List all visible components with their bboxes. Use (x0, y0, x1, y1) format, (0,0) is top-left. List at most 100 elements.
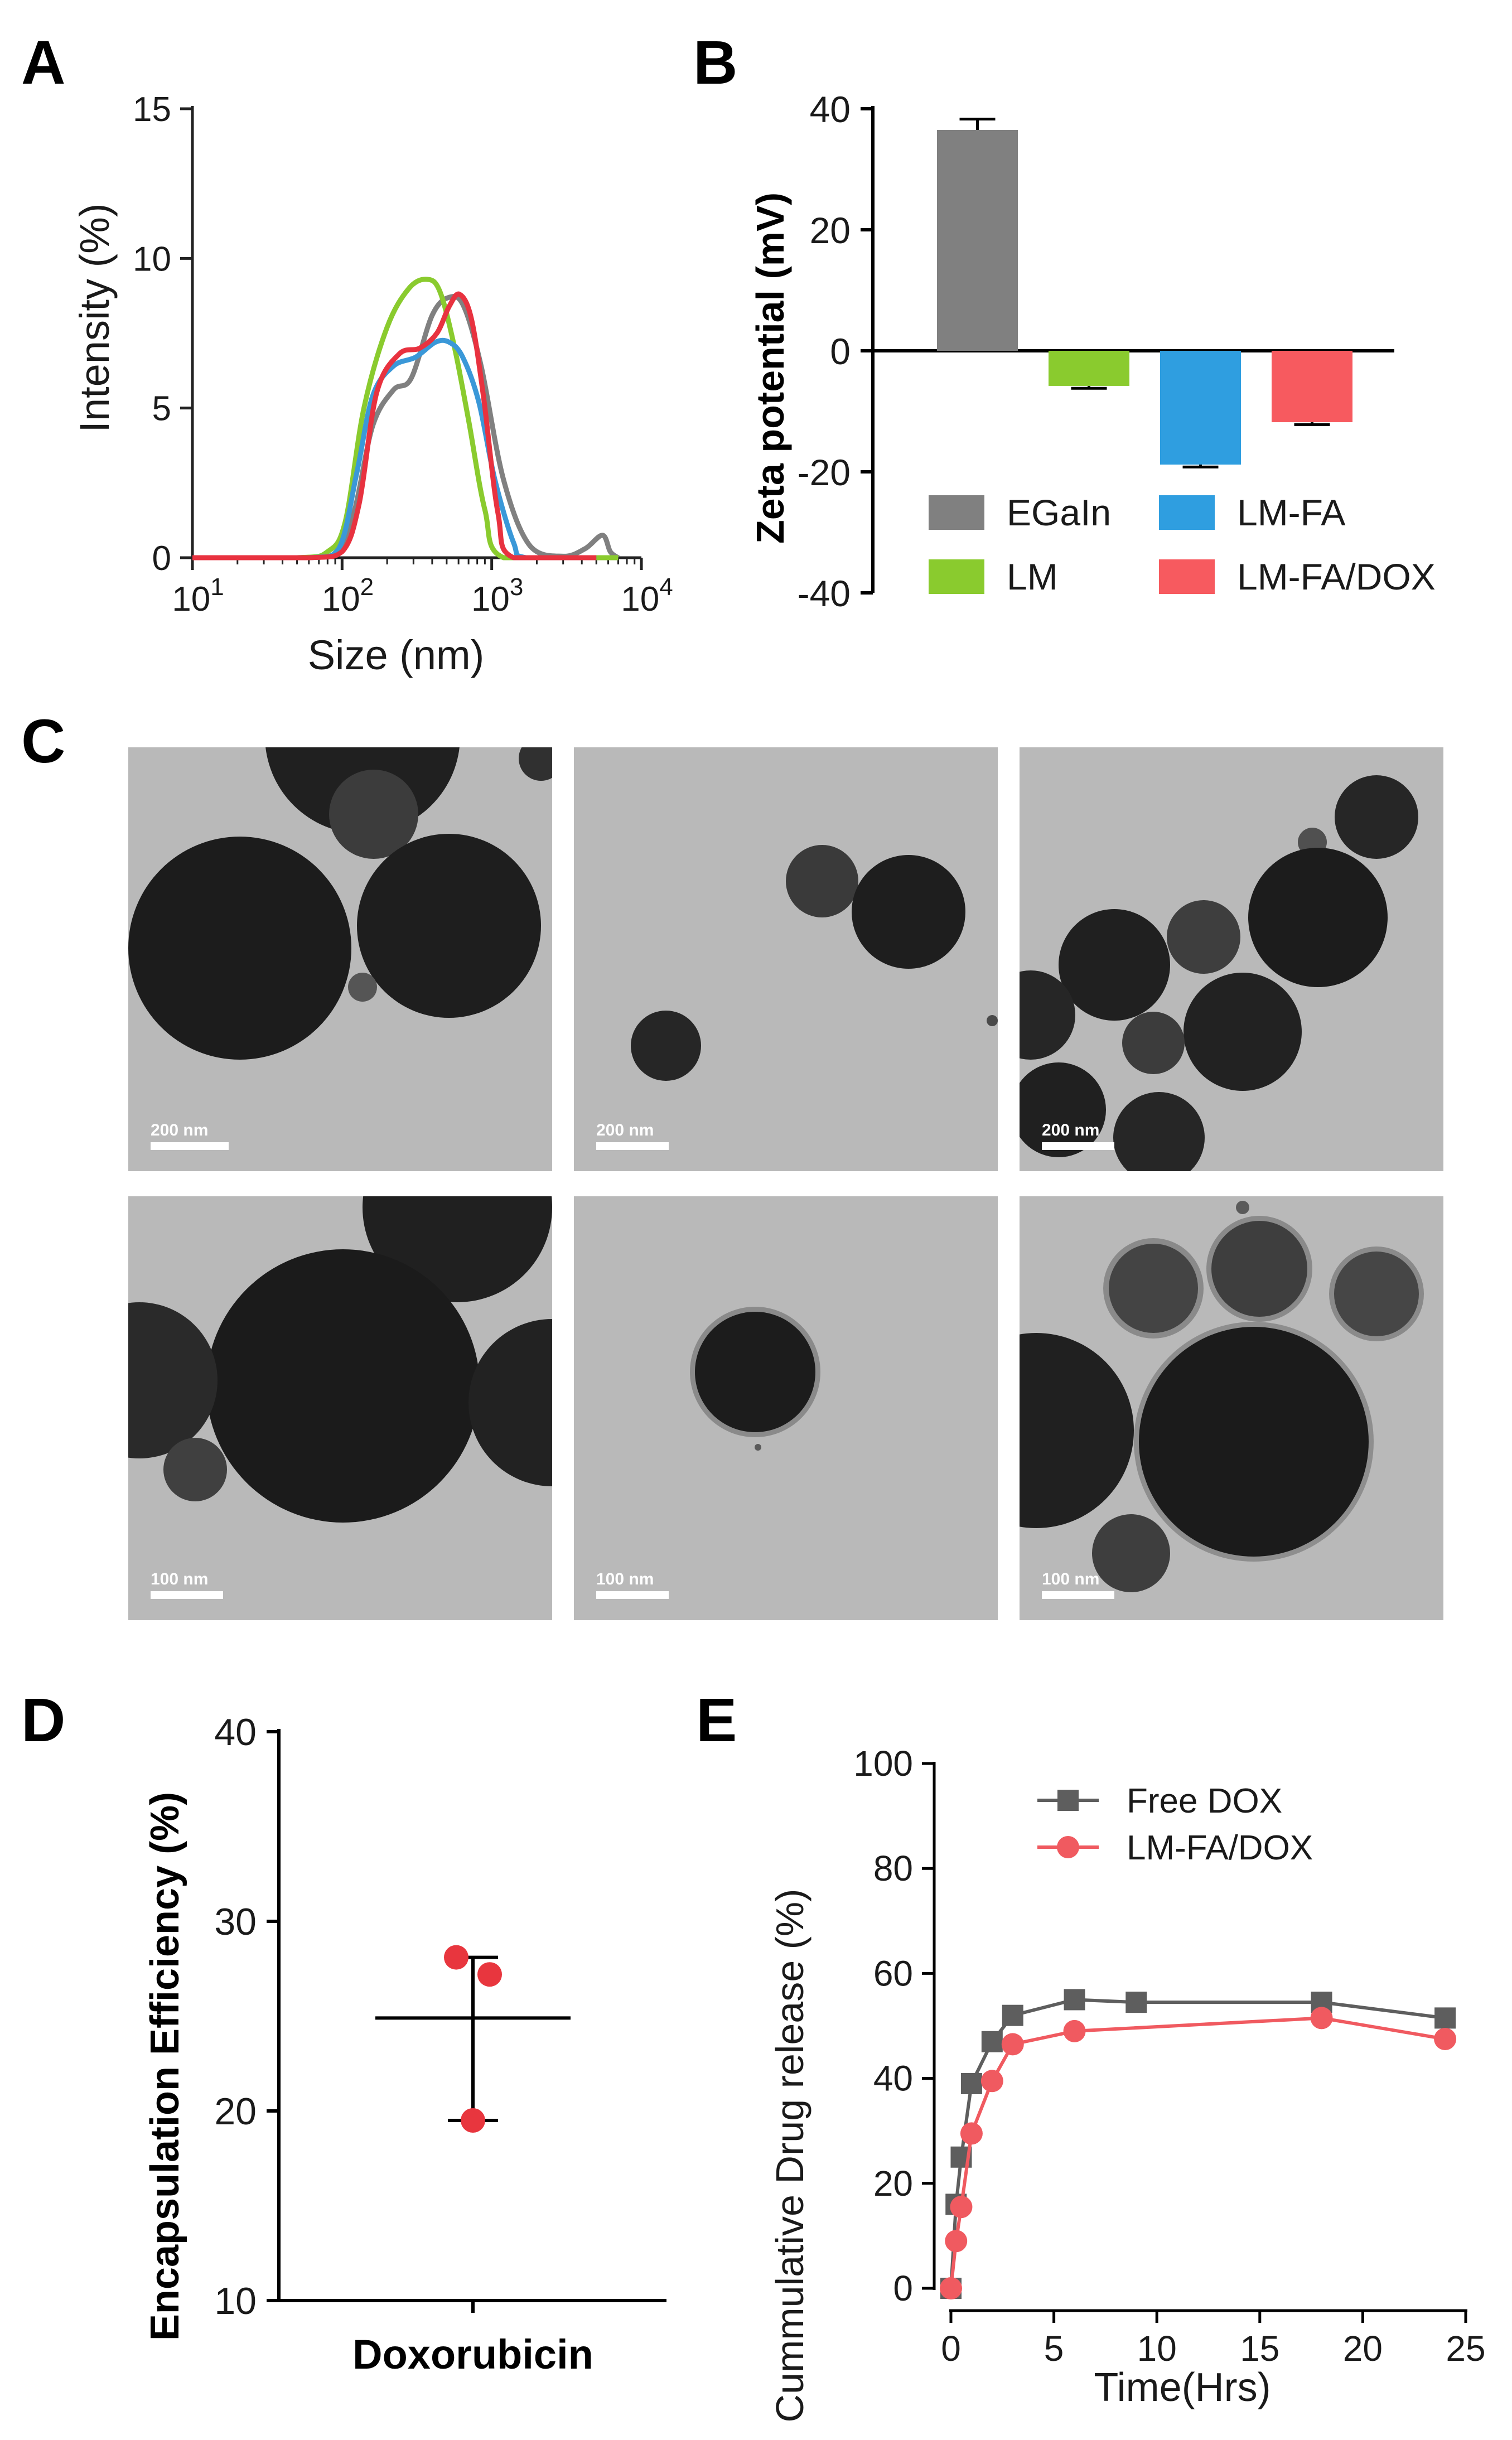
encapsulation-efficiency-chart: 10 20 30 40 Doxorubicin Encapsulation Effici… (143, 1711, 666, 2378)
data-point (477, 1962, 502, 1987)
data-point (461, 2108, 485, 2133)
scale-bar-line (596, 1591, 669, 1599)
data-marker-circle (980, 2070, 1003, 2093)
scale-bar: 200 nm (151, 1122, 229, 1150)
bar-lm-fa (1160, 351, 1241, 465)
tem-micrograph (128, 1196, 552, 1523)
scale-bar-label: 100 nm (151, 1570, 209, 1588)
size-distribution-series-4 (192, 291, 597, 561)
panel-c-letter: C (21, 707, 66, 776)
y-tick-label: 0 (893, 2268, 913, 2308)
size-distribution-series-3 (192, 337, 597, 561)
legend-swatch-lm-fa (1159, 495, 1215, 530)
y-tick-label: -40 (798, 573, 851, 614)
data-marker-square (960, 2073, 982, 2095)
zeta-potential-chart: -40 -20 0 20 40 EGaIn LM LM-FA LM-FA/DOX Zeta po… (748, 89, 1436, 614)
legend-label-1: Free DOX (1127, 1782, 1282, 1820)
y-tick-label: 10 (133, 240, 171, 278)
encapsulation-efficiency-axis-label: Encapsulation Efficiency (%) (143, 1792, 187, 2341)
data-marker-circle (940, 2277, 962, 2299)
panel-b-letter: B (693, 28, 738, 97)
scale-bar: 100 nm (151, 1571, 223, 1599)
data-marker-square (1064, 1989, 1085, 2011)
tem-image-grid: 200 nm 200 nm 200 nm (128, 747, 1443, 1620)
legend-label-lm: LM (1007, 556, 1058, 597)
tem-image-egain-100nm: 100 nm (128, 1196, 552, 1620)
data-marker-circle (1310, 2007, 1333, 2030)
size-axis-label: Size (nm) (308, 632, 485, 678)
y-tick-label: 60 (873, 1953, 913, 1993)
x-tick-exponent: 1 (210, 573, 224, 601)
intensity-axis-label: Intensity (%) (71, 203, 118, 432)
y-tick-label: 100 (853, 1743, 913, 1784)
size-distribution-series-2 (192, 277, 619, 561)
x-tick-base: 10 (621, 580, 659, 619)
scale-bar-label: 200 nm (151, 1121, 209, 1139)
size-distribution-series-1 (192, 294, 620, 561)
tem-micrograph (690, 1307, 820, 1451)
scale-bar-line (1042, 1591, 1114, 1599)
tem-image-egain-200nm: 200 nm (128, 747, 552, 1171)
panel-d-letter: D (21, 1686, 66, 1755)
x-tick-label: 5 (1044, 2328, 1064, 2369)
legend-label-2: LM-FA/DOX (1127, 1829, 1313, 1867)
zeta-potential-axis-label: Zeta potential (mV) (748, 192, 792, 544)
data-marker-circle (1434, 2028, 1457, 2051)
x-category-label: Doxorubicin (352, 2331, 593, 2378)
scale-bar-line (596, 1142, 669, 1150)
y-tick-label: 0 (152, 539, 171, 578)
y-tick-label: 20 (873, 2163, 913, 2204)
y-tick-label: 0 (830, 331, 851, 372)
tem-image-lm-100nm: 100 nm (574, 1196, 998, 1620)
tem-micrograph (128, 747, 552, 1060)
y-tick-label: 5 (152, 390, 171, 428)
y-tick-label: 40 (873, 2059, 913, 2099)
scale-bar-label: 200 nm (596, 1121, 654, 1139)
bar-egain (937, 129, 1018, 351)
y-tick-label: 15 (133, 90, 171, 129)
data-marker-square (1002, 2004, 1023, 2026)
scale-bar-label: 100 nm (1042, 1570, 1100, 1588)
legend-label-lm-fa: LM-FA (1237, 492, 1345, 533)
tem-image-lm-200nm: 200 nm (574, 747, 998, 1171)
legend-swatch-lm-fa-dox (1159, 559, 1215, 594)
data-marker-circle (950, 2196, 973, 2219)
x-tick-base: 10 (322, 580, 360, 619)
x-tick-label: 15 (1240, 2328, 1279, 2369)
series-line-2 (949, 2016, 1446, 2289)
time-axis-label: Time(Hrs) (1094, 2365, 1271, 2410)
data-marker-square (1434, 2007, 1456, 2029)
tem-micrograph (1020, 775, 1418, 1171)
legend-marker-square (1057, 1790, 1079, 1811)
data-marker-square (1125, 1992, 1147, 2013)
legend-swatch-lm (929, 559, 984, 594)
data-marker-circle (1063, 2019, 1086, 2042)
y-tick-label: 30 (214, 1901, 257, 1943)
x-tick-label: 0 (941, 2328, 961, 2369)
data-marker-circle (1001, 2033, 1024, 2056)
x-tick-label: 103 (471, 573, 523, 619)
panel-a-letter: A (21, 28, 66, 97)
drug-release-plot-area: 0 20 40 60 80 100 0 5 10 15 20 25 Free DOX LM-FA/DOX (853, 1743, 1485, 2369)
scale-bar-label: 200 nm (1042, 1121, 1100, 1139)
data-marker-circle (945, 2230, 968, 2253)
scale-bar: 100 nm (596, 1571, 669, 1599)
scale-bar: 100 nm (1042, 1571, 1114, 1599)
x-tick-exponent: 4 (659, 573, 673, 601)
y-tick-label: 10 (214, 2280, 257, 2322)
scale-bar: 200 nm (1042, 1122, 1114, 1150)
y-tick-label: 20 (810, 210, 851, 251)
x-tick-label: 10 (1137, 2328, 1177, 2369)
x-tick-exponent: 3 (510, 573, 523, 601)
y-tick-label: 20 (214, 2090, 257, 2133)
x-tick-base: 10 (471, 580, 510, 619)
tem-micrograph (631, 845, 998, 1081)
tem-image-lmfa-200nm: 200 nm (1020, 747, 1443, 1171)
legend-label-egain: EGaIn (1007, 492, 1111, 533)
zeta-potential-plot-area: -40 -20 0 20 40 EGaIn LM LM-FA LM-FA/DOX (798, 89, 1436, 614)
data-marker-square (981, 2031, 1003, 2052)
legend-swatch-egain (929, 495, 984, 530)
encapsulation-efficiency-plot-area: 10 20 30 40 Doxorubicin (214, 1711, 666, 2378)
